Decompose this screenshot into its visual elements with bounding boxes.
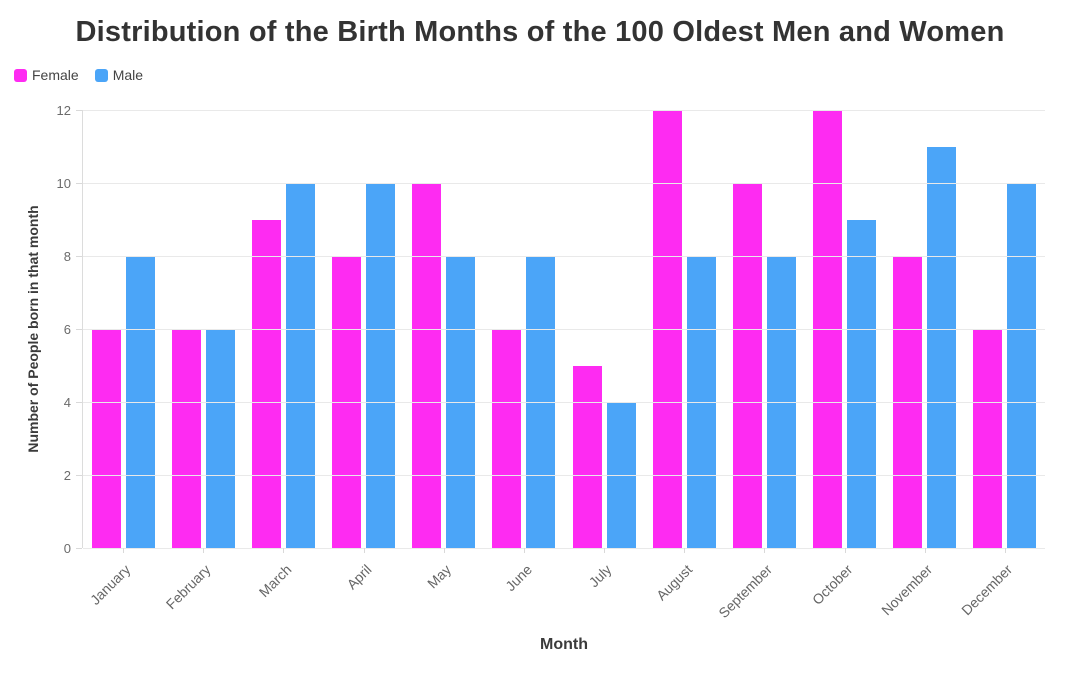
y-tick-mark — [76, 402, 82, 403]
bar-male-november — [927, 146, 957, 548]
x-axis-tick-label: January — [87, 561, 134, 608]
x-axis-tick-label: December — [958, 561, 1016, 619]
x-tick-mark — [684, 548, 686, 553]
x-axis-tick-label: September — [715, 561, 776, 622]
x-axis-tick-label: October — [808, 561, 856, 608]
x-tick-mark — [604, 548, 606, 553]
y-tick-mark — [76, 256, 82, 257]
x-axis-tick-label: June — [501, 561, 535, 595]
x-axis-tick-label: August — [652, 561, 695, 604]
legend-swatch-female-icon — [14, 68, 27, 82]
y-axis-tick-label: 8 — [63, 249, 71, 264]
bars-container — [83, 110, 1045, 548]
x-axis-tick-label: March — [255, 561, 295, 601]
legend-swatch-male-icon — [94, 68, 108, 82]
bar-female-may — [412, 183, 442, 548]
y-axis-tick-label: 12 — [56, 103, 71, 118]
x-tick-mark — [443, 548, 445, 553]
x-axis-tick-label: April — [343, 561, 375, 593]
x-axis-tick-label: February — [162, 561, 214, 613]
bar-male-december — [1007, 183, 1037, 548]
x-tick-mark — [363, 548, 365, 553]
bar-group-february — [163, 110, 243, 548]
y-axis-line — [82, 110, 83, 548]
legend-item-female: Female — [14, 67, 79, 83]
x-axis-tick-label: November — [878, 561, 936, 619]
y-axis-tick-label: 2 — [63, 468, 71, 483]
y-tick-mark — [76, 475, 82, 476]
bar-female-february — [171, 329, 201, 548]
x-tick-mark — [283, 548, 285, 553]
y-tick-mark — [76, 548, 82, 549]
plot-area: January February March April May June July Augu… — [57, 104, 1045, 621]
x-tick-mark — [764, 548, 766, 553]
bar-female-september — [732, 183, 762, 548]
gridline-y-4 — [83, 402, 1045, 403]
x-tick-mark — [1004, 548, 1006, 553]
gridline-y-8 — [83, 256, 1045, 257]
bar-female-march — [251, 219, 281, 548]
y-axis-tick-label: 0 — [63, 541, 71, 556]
bar-female-december — [973, 329, 1003, 548]
bar-female-july — [572, 365, 602, 548]
bar-group-january — [83, 110, 163, 548]
bar-male-march — [285, 183, 315, 548]
gridline-y-12 — [83, 110, 1045, 111]
bar-group-march — [243, 110, 323, 548]
x-axis-tick-label: July — [585, 561, 615, 591]
legend: Female Male — [14, 67, 143, 83]
bar-group-december — [965, 110, 1045, 548]
y-tick-mark — [76, 329, 82, 330]
gridline-y-6 — [83, 329, 1045, 330]
bar-male-april — [366, 183, 396, 548]
x-tick-mark — [924, 548, 926, 553]
legend-label-female: Female — [32, 67, 79, 83]
bar-male-february — [205, 329, 235, 548]
y-axis-tick-label: 10 — [56, 176, 71, 191]
bar-female-january — [91, 329, 121, 548]
gridline-y-2 — [83, 475, 1045, 476]
bar-male-october — [847, 219, 877, 548]
x-tick-mark — [523, 548, 525, 553]
gridline-y-0 — [83, 548, 1045, 549]
bar-female-june — [492, 329, 522, 548]
x-tick-mark — [844, 548, 846, 553]
x-tick-mark — [123, 548, 125, 553]
chart-title: Distribution of the Birth Months of the … — [75, 16, 1005, 48]
gridline-y-10 — [83, 183, 1045, 184]
x-axis-tick-label: May — [424, 561, 455, 592]
bar-group-april — [324, 110, 404, 548]
legend-item-male: Male — [94, 67, 144, 83]
legend-label-male: Male — [112, 67, 144, 83]
y-axis-tick-label: 4 — [63, 395, 71, 410]
y-tick-mark — [76, 183, 82, 184]
y-axis-tick-label: 6 — [63, 322, 71, 337]
x-axis-title: Month — [540, 636, 588, 653]
y-tick-mark — [76, 110, 82, 111]
x-tick-mark — [203, 548, 205, 553]
